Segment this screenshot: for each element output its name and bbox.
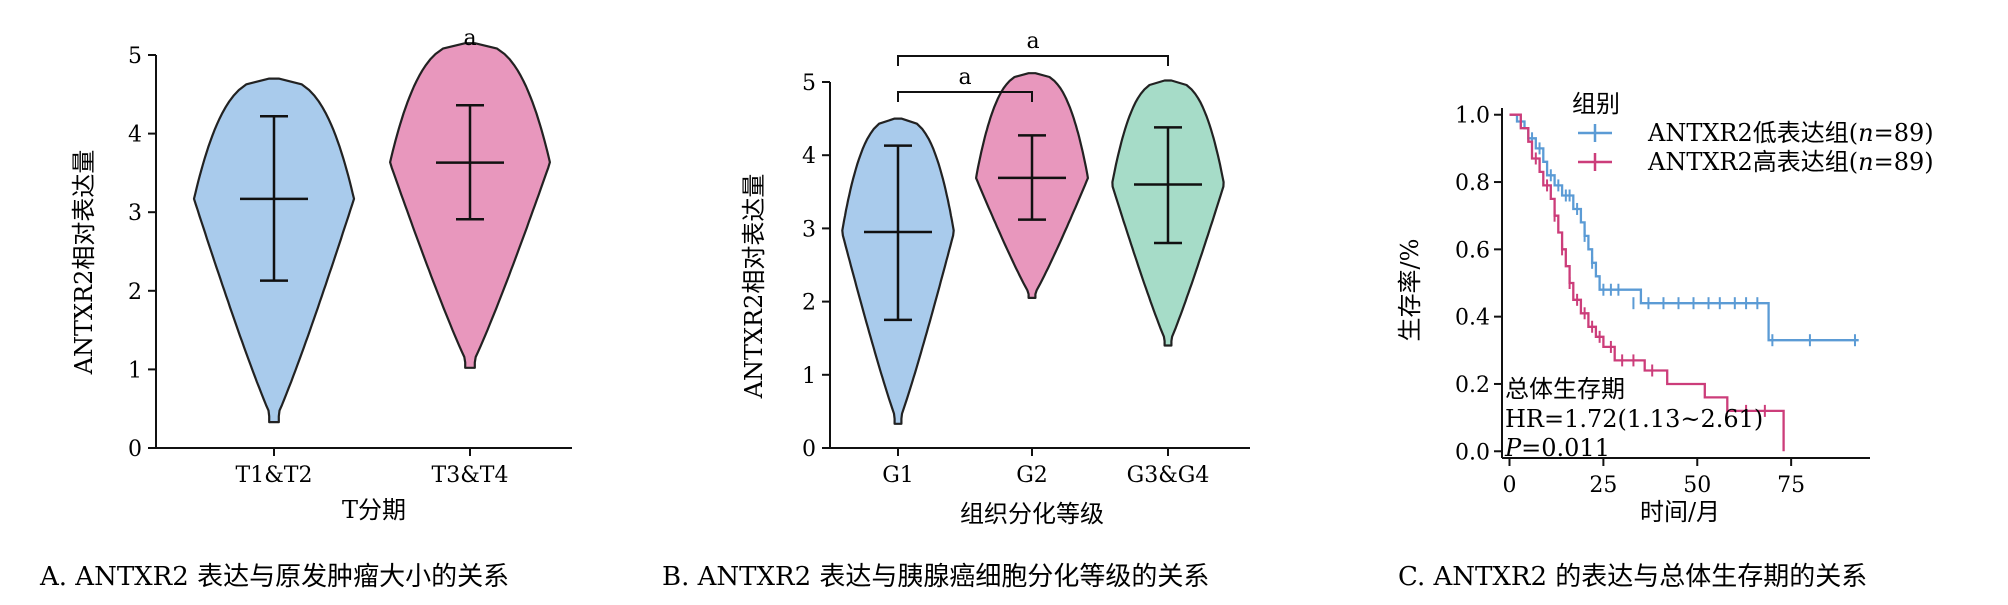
c-legend-label-low-prefix: ANTXR2低表达组( [1647,119,1858,147]
a-y-tick-label-5: 5 [128,44,142,69]
b-y-tick-label-3: 3 [802,217,816,242]
c-caption: C. ANTXR2 的表达与总体生存期的关系 [1398,562,1867,592]
c-legend-label-low: ANTXR2低表达组(n=89) [1647,119,1934,147]
c-y-tick-label-3: 0.6 [1455,238,1490,263]
c-x-tick-label-3: 75 [1777,473,1805,498]
a-y-tick-label-2: 2 [128,280,142,305]
b-axes: G1 G2 G3&G4 0 1 2 3 4 5 a a [802,29,1250,488]
a-axes: T1&T2 T3&T4 0 1 2 3 4 5 a [128,26,572,488]
a-x-tick-label-1: T3&T4 [432,463,509,488]
a-y-tick-label-4: 4 [128,123,142,148]
c-y-tick-label-0: 0.0 [1455,440,1490,465]
c-y-tick-label-1: 0.2 [1455,373,1490,398]
a-y-tick-label-0: 0 [128,437,142,462]
c-legend-title: 组别 [1572,90,1620,118]
b-violins [841,72,1225,425]
b-x-axis-label: 组织分化等级 [960,500,1104,528]
b-x-tick-label-1: G2 [1016,463,1048,488]
a-y-axis-label: ANTXR2相对表达量 [70,150,98,376]
b-x-tick-label-2: G3&G4 [1127,463,1210,488]
c-legend-label-high-suffix: =89) [1874,148,1934,176]
a-x-axis-label: T分期 [342,496,406,524]
c-legend-label-high-prefix: ANTXR2高表达组( [1647,148,1858,176]
c-x-axis-label: 时间/月 [1640,498,1720,526]
c-x-tick-label-2: 50 [1683,473,1711,498]
b-y-tick-label-0: 0 [802,437,816,462]
b-caption: B. ANTXR2 表达与胰腺癌细胞分化等级的关系 [662,562,1209,592]
b-y-tick-label-4: 4 [802,144,816,169]
b-sig-label-0: a [958,65,971,90]
c-y-tick-label-4: 0.8 [1455,171,1490,196]
a-violins [192,42,551,424]
c-legend: 组别 ANTXR2低表达组(n=89) ANTXR2高表达组(n=89) [1572,90,1934,176]
c-y-tick-label-5: 1.0 [1455,104,1490,129]
c-legend-item-low: ANTXR2低表达组(n=89) [1578,119,1934,147]
c-legend-label-low-n: n [1858,119,1873,147]
panel-a: T1&T2 T3&T4 0 1 2 3 4 5 a T分期 ANTXR2相对表达量 A. ANT… [39,26,572,592]
b-sig-label-1: a [1026,29,1039,54]
c-annotation-p: P=0.011 [1504,434,1610,462]
b-sig-bracket-0 [897,91,1033,102]
panel-c: 0.0 0.2 0.4 0.6 0.8 1.0 0 25 50 75 时间/月 生存率/% 组别 … [1396,90,1934,592]
c-y-axis-label: 生存率/% [1396,239,1424,342]
a-y-tick-label-3: 3 [128,201,142,226]
a-sig-label-0: a [463,26,476,51]
c-y-tick-label-2: 0.4 [1455,306,1490,331]
c-axes: 0.0 0.2 0.4 0.6 0.8 1.0 0 25 50 75 [1455,104,1870,498]
c-annotation-hr: HR=1.72(1.13~2.61) [1505,405,1763,433]
b-y-tick-label-2: 2 [802,291,816,316]
c-annotation-title: 总体生存期 [1505,375,1625,403]
a-x-tick-label-0: T1&T2 [236,463,313,488]
b-x-tick-label-0: G1 [882,463,914,488]
c-legend-label-high: ANTXR2高表达组(n=89) [1647,148,1934,176]
c-annotation: 总体生存期 HR=1.72(1.13~2.61) P=0.011 [1504,375,1763,462]
panel-b: G1 G2 G3&G4 0 1 2 3 4 5 a a 组织分化等级 ANTXR2相对表达量 B. … [662,29,1250,592]
b-sig-bracket-1 [897,55,1169,66]
c-annotation-p-letter: P [1504,434,1522,462]
a-caption: A. ANTXR2 表达与原发肿瘤大小的关系 [39,562,509,592]
c-annotation-p-value: =0.011 [1521,434,1610,462]
a-y-tick-label-1: 1 [128,358,142,383]
c-legend-item-high: ANTXR2高表达组(n=89) [1578,148,1934,176]
b-y-axis-label: ANTXR2相对表达量 [740,174,768,400]
b-y-tick-label-5: 5 [802,71,816,96]
c-x-tick-label-0: 0 [1503,473,1517,498]
b-y-tick-label-1: 1 [802,364,816,389]
c-legend-label-high-n: n [1858,148,1873,176]
c-x-tick-label-1: 25 [1589,473,1617,498]
c-curves [1509,113,1859,452]
c-legend-label-low-suffix: =89) [1874,119,1934,147]
